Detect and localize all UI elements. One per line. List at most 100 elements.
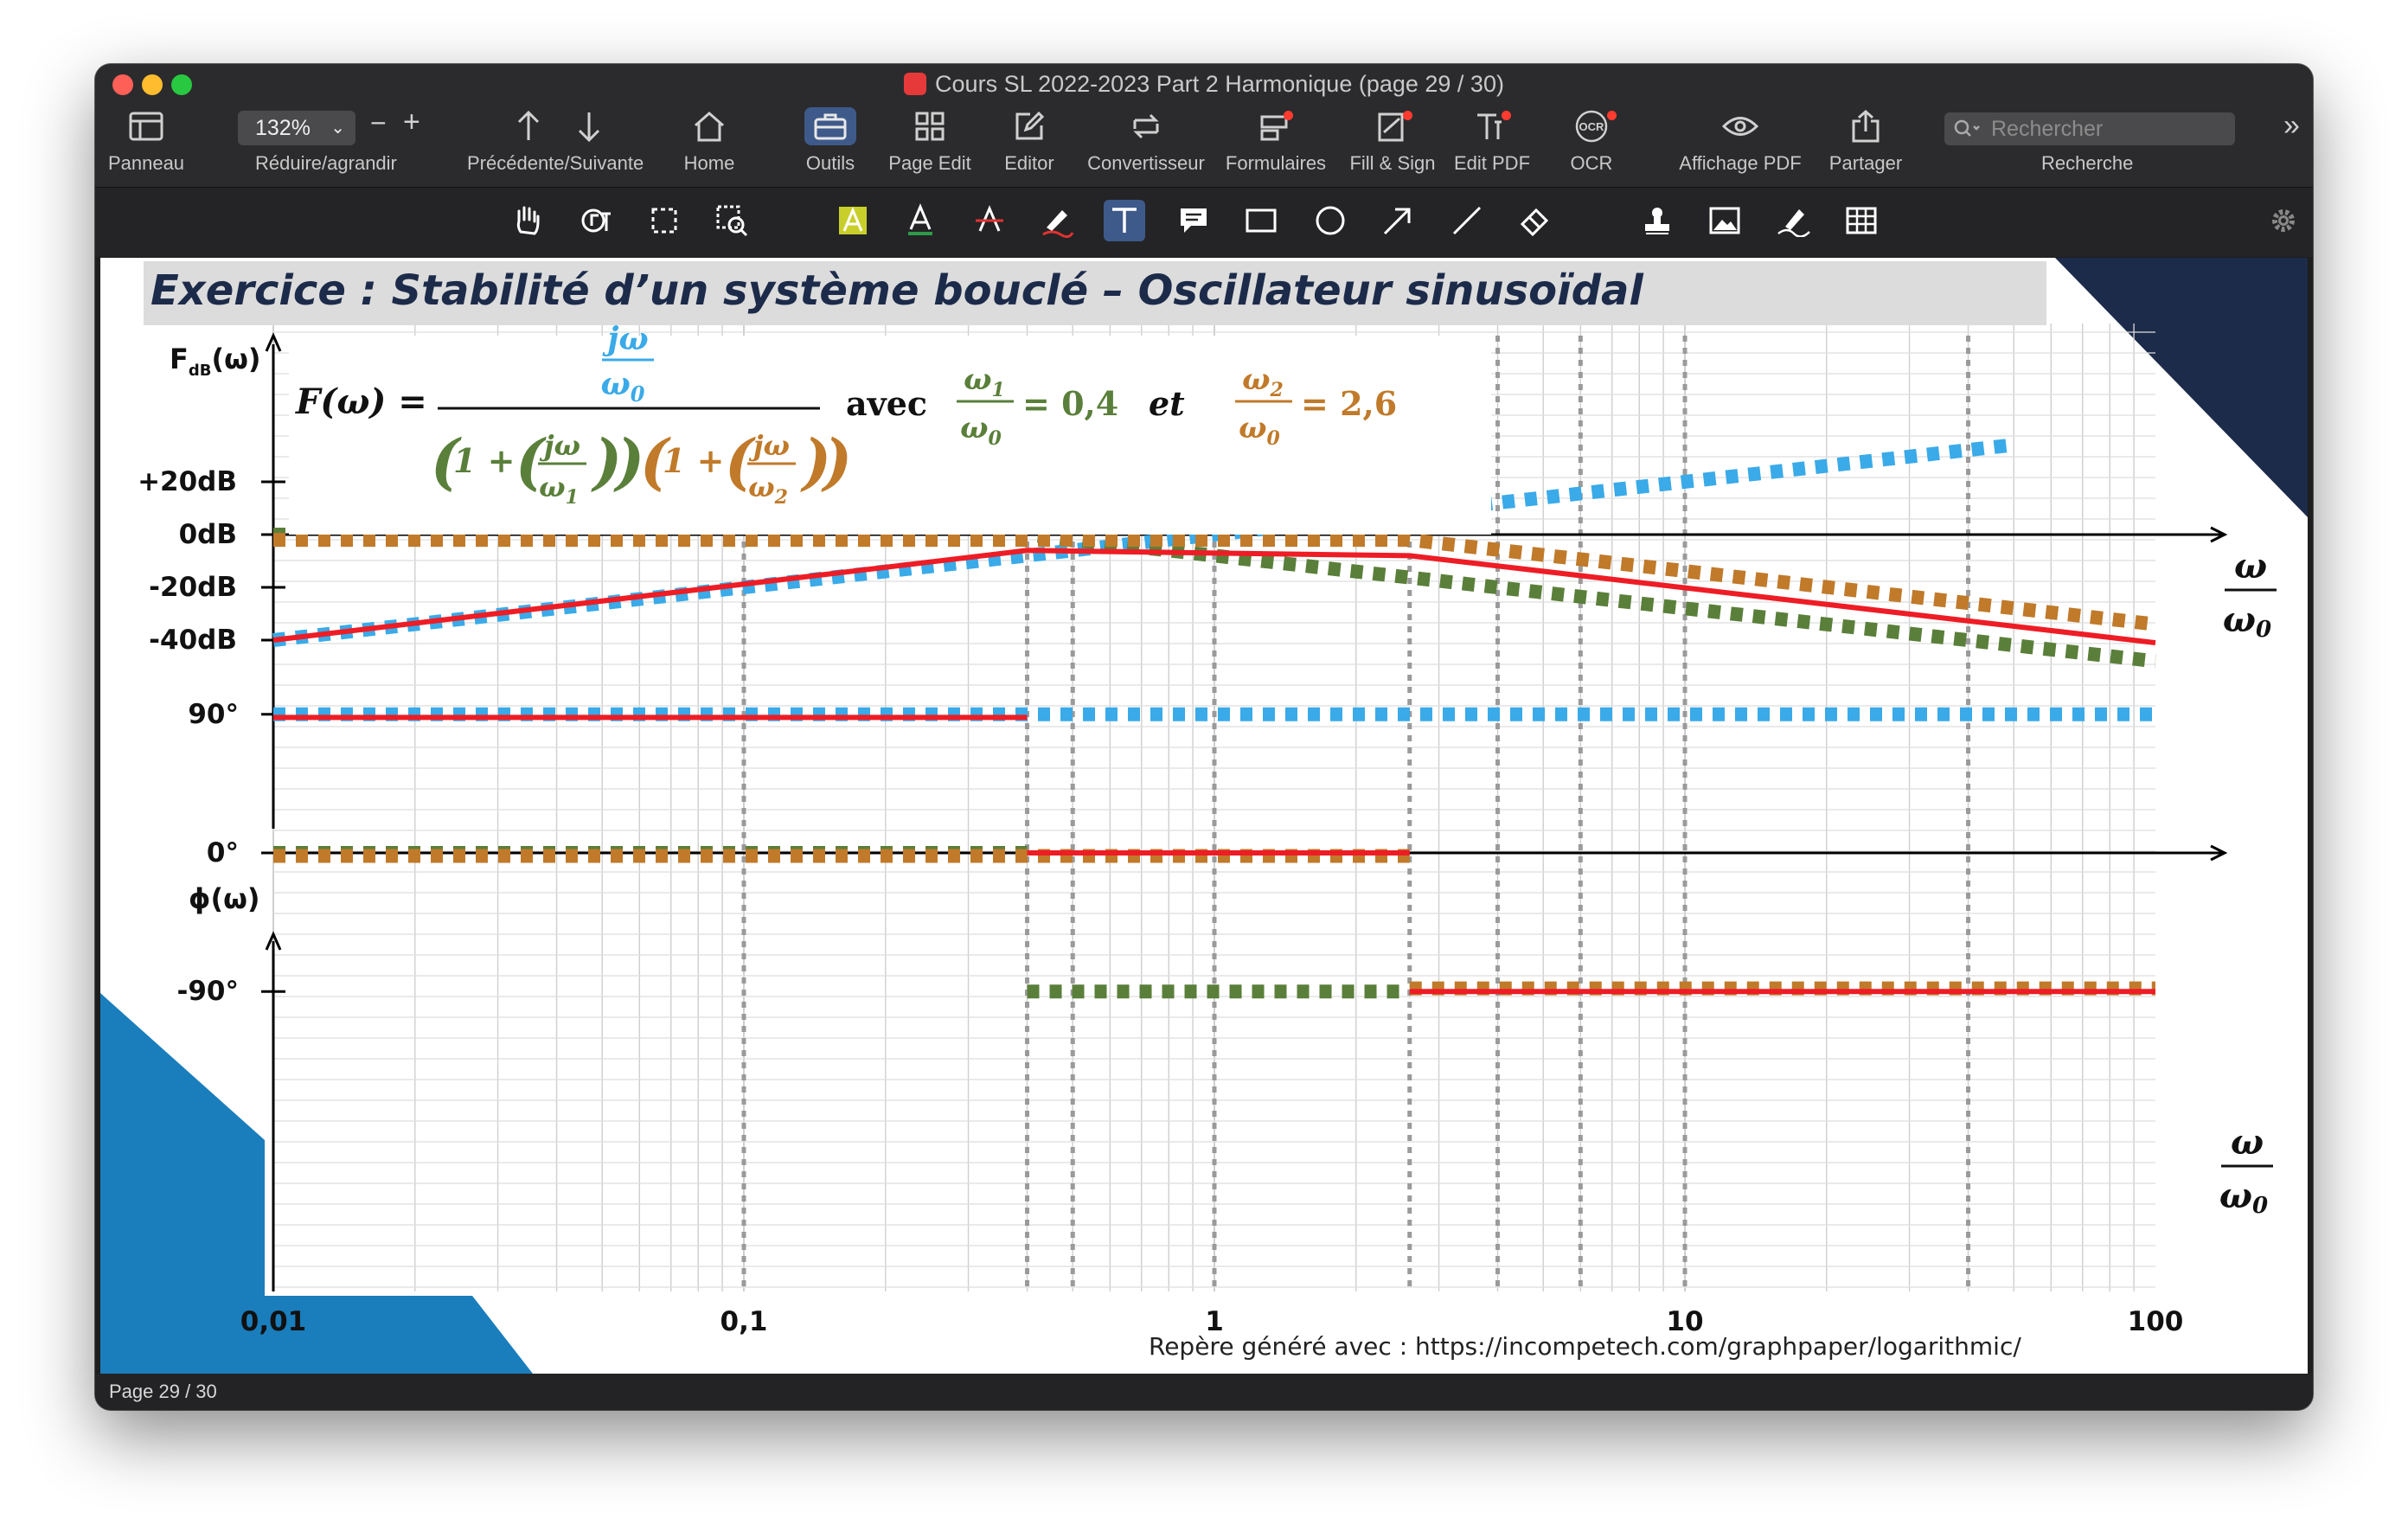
badge-dot [1284,111,1293,120]
marquee-icon [651,208,677,234]
fill-sign-button[interactable]: Fill & Sign [1341,107,1444,175]
formula-ratio1-value: = 0,4 [1022,384,1118,423]
strikethrough-button[interactable] [969,200,1010,241]
comment-icon [1181,208,1207,233]
formula-et: et [1149,384,1185,423]
corner-decoration-bottom-left [100,993,533,1374]
edit-pdf-label: Edit PDF [1453,152,1531,174]
formulaires-label: Formulaires [1225,152,1327,174]
x-tick-label: 0,1 [720,1306,768,1337]
formula-paren: ( [516,426,547,497]
ocr-button[interactable]: OCR OCR [1557,107,1626,175]
rectangle-icon [1246,208,1277,233]
ellipse-button[interactable] [1310,200,1351,241]
text-edit-icon [1477,113,1502,139]
close-window-button[interactable] [112,74,133,95]
badge-dot [1502,111,1511,120]
svg-text:OCR: OCR [1579,120,1605,133]
formula-paren: ( [640,426,671,497]
outils-button[interactable]: Outils [791,107,869,175]
convertisseur-button[interactable]: Convertisseur [1081,107,1211,175]
zoom-in-button[interactable]: + [403,106,420,138]
formulaires-button[interactable]: Formulaires [1220,107,1332,175]
heading-band [144,261,2046,325]
svg-text:ω: ω [2231,1122,2264,1163]
form-icon [1260,115,1288,141]
formula-den2-lead: 1 + [663,441,725,480]
zoom-select[interactable]: 132% ⌄ [238,111,355,145]
text-select-icon [581,208,611,233]
affichage-pdf-button[interactable]: Affichage PDF [1671,107,1809,175]
zoom-area-button[interactable] [711,200,752,241]
outils-label: Outils [805,152,855,174]
pdf-page: Exercice : Stabilité d’un système bouclé… [100,258,2308,1374]
highlight-icon [839,207,867,234]
text-tool-button[interactable] [1104,200,1145,241]
x-axis-arrowhead [2210,526,2228,543]
panneau-label: Panneau [107,152,185,174]
window-title: Cours SL 2022-2023 Part 2 Harmonique (pa… [95,71,2313,98]
page-indicator: Page 29 / 30 [109,1381,217,1402]
page-edit-button[interactable]: Page Edit [882,107,977,175]
db-tick-label: +20dB [138,466,237,497]
affichage-pdf-label: Affichage PDF [1679,152,1802,174]
nav-label: Précédente/Suivante [467,152,644,174]
partager-button[interactable]: Partager [1818,107,1913,175]
edit-pdf-button[interactable]: Edit PDF [1444,107,1540,175]
search-placeholder: Rechercher [1991,117,2104,141]
hand-tool-button[interactable] [507,200,548,241]
previous-page-button[interactable] [516,109,541,148]
gear-icon [2272,209,2295,232]
eraser-button[interactable] [1514,200,1555,241]
text-tool-icon [1112,208,1137,233]
eraser-icon [1520,208,1549,237]
y-axis-arrowhead [265,332,282,352]
formula-paren: ( [725,426,756,497]
pen-tool-button[interactable] [1036,200,1078,241]
next-page-button[interactable] [576,109,602,148]
table-icon [1846,207,1877,234]
db-tick-label: -40dB [149,625,237,656]
exercise-heading: Exercice : Stabilité d’un système bouclé… [150,266,1643,315]
ocr-icon: OCR [1575,110,1608,143]
toolbox-icon [814,113,847,140]
table-button[interactable] [1841,200,1882,241]
rectangle-button[interactable] [1240,200,1282,241]
arrow-button[interactable] [1377,200,1419,241]
svg-text:ω0: ω0 [2223,599,2271,643]
comment-button[interactable] [1173,200,1214,241]
settings-button[interactable] [2263,200,2304,241]
editor-button[interactable]: Editor [986,107,1073,175]
formula-paren: ) [591,426,622,497]
search-input[interactable]: Rechercher [1944,112,2235,145]
home-icon [695,112,724,142]
formula-den2-num: jω [748,429,790,462]
text-color-button[interactable] [900,200,941,241]
formula-den1-den: ω1 [539,471,579,509]
formula-lhs: F(ω) = [295,381,427,422]
maximize-window-button[interactable] [171,74,192,95]
signature-button[interactable] [1773,200,1815,241]
image-button[interactable] [1704,200,1745,241]
area-select-button[interactable] [644,200,685,241]
highlight-button[interactable] [832,200,874,241]
minimize-window-button[interactable] [142,74,163,95]
text-select-button[interactable] [576,200,618,241]
phase-tick-label: -90° [176,976,239,1007]
annotation-toolbar [95,187,2313,257]
convertisseur-label: Convertisseur [1087,152,1205,174]
formula-paren: ) [821,426,852,497]
formula-den1-num: jω [539,429,580,462]
badge-dot [1607,111,1617,120]
home-button[interactable]: Home [675,107,744,175]
stamp-icon [1645,208,1669,234]
ocr-label: OCR [1570,152,1613,174]
more-tools-button[interactable]: » [2283,109,2300,142]
stamp-button[interactable] [1636,200,1678,241]
zoom-out-button[interactable]: − [370,107,387,138]
panneau-button[interactable]: Panneau [107,107,185,175]
svg-text:ω0: ω0 [2219,1176,2268,1219]
line-button[interactable] [1446,200,1488,241]
badge-dot [1403,111,1412,120]
window-title-text: Cours SL 2022-2023 Part 2 Harmonique (pa… [935,71,1504,97]
